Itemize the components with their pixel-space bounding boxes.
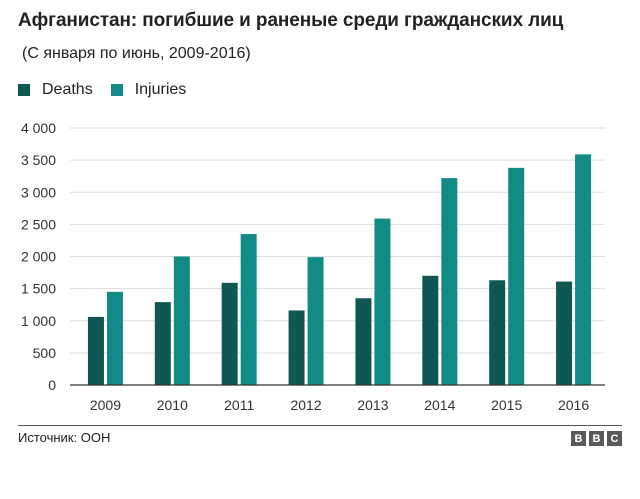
bbc-logo: B B C: [571, 431, 622, 446]
bar-chart: 0 500 1 000 1 500 2 000 2 500 3 000 3 500 4 000 2…: [21, 120, 605, 413]
y-tick-label: 0: [48, 377, 56, 393]
bar-injuries-2009: [106, 291, 123, 385]
bar-deaths-2011: [221, 282, 238, 385]
bar-deaths-2014: [422, 275, 439, 385]
legend-item-injuries: Injuries: [110, 81, 187, 99]
legend-label-deaths: Deaths: [42, 81, 93, 98]
bar-injuries-2015: [508, 167, 525, 385]
x-tick-label: 2009: [90, 397, 121, 413]
bar-deaths-2009: [87, 316, 104, 385]
legend-label-injuries: Injuries: [134, 81, 187, 98]
x-tick-label: 2010: [157, 397, 188, 413]
chart-title: Афганистан: погибшие и раненые среди гра…: [18, 10, 564, 31]
bar-injuries-2016: [575, 154, 592, 385]
legend: Deaths Injuries: [18, 80, 204, 100]
bar-injuries-2012: [307, 257, 324, 385]
bar-injuries-2013: [374, 218, 391, 385]
y-tick-label: 1 000: [21, 313, 56, 329]
x-tick-label: 2013: [357, 397, 388, 413]
bar-deaths-2013: [355, 298, 372, 385]
bar-deaths-2012: [288, 310, 305, 385]
y-tick-label: 2 000: [21, 249, 56, 265]
bar-injuries-2010: [173, 256, 190, 385]
y-tick-label: 2 500: [21, 216, 56, 232]
footer-divider: [18, 425, 622, 426]
y-tick-label: 3 500: [21, 152, 56, 168]
x-tick-label: 2015: [491, 397, 522, 413]
y-tick-label: 1 500: [21, 281, 56, 297]
bar-deaths-2010: [154, 302, 171, 385]
x-tick-label: 2014: [424, 397, 455, 413]
bbc-logo-letter: B: [571, 431, 586, 446]
bbc-logo-letter: B: [589, 431, 604, 446]
chart-subtitle: (С января по июнь, 2009-2016): [22, 45, 251, 62]
y-tick-label: 500: [33, 345, 57, 361]
bar-deaths-2015: [489, 280, 506, 385]
x-tick-label: 2012: [290, 397, 321, 413]
x-tick-label: 2016: [558, 397, 589, 413]
bbc-logo-letter: C: [607, 431, 622, 446]
legend-swatch-injuries: [110, 84, 123, 96]
bar-injuries-2014: [441, 178, 458, 385]
bar-deaths-2016: [556, 281, 573, 385]
legend-item-deaths: Deaths: [18, 81, 93, 99]
x-tick-label: 2011: [224, 397, 254, 413]
y-tick-label: 4 000: [21, 120, 56, 136]
source-note: Источник: ООН: [18, 430, 111, 445]
legend-swatch-deaths: [18, 84, 30, 96]
bar-injuries-2011: [240, 234, 257, 385]
y-tick-label: 3 000: [21, 184, 56, 200]
